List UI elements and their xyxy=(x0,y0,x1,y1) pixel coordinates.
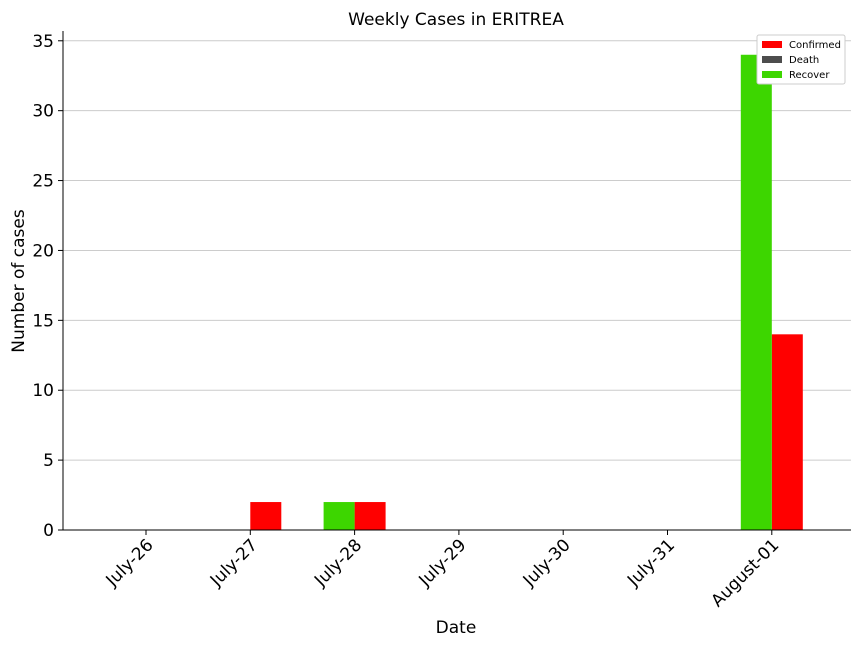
y-tick-label: 0 xyxy=(43,521,54,541)
y-tick-label: 15 xyxy=(32,311,54,331)
bar-recover xyxy=(323,502,355,530)
legend-swatch-recover xyxy=(762,71,782,78)
chart-title: Weekly Cases in ERITREA xyxy=(348,10,564,30)
y-tick-label: 10 xyxy=(32,381,54,401)
gridlines xyxy=(63,40,851,461)
legend-label-confirmed: Confirmed xyxy=(789,40,841,51)
y-tick-label: 25 xyxy=(32,172,54,192)
axes xyxy=(62,31,851,531)
bar-confirmed xyxy=(771,334,803,530)
bar-recover xyxy=(740,54,772,531)
x-tick-label: July-29 xyxy=(415,535,471,591)
y-tick-label: 35 xyxy=(32,32,54,52)
bar-confirmed xyxy=(354,502,386,530)
bar-confirmed xyxy=(250,502,282,530)
legend-label-death: Death xyxy=(789,55,819,66)
x-tick-label: July-28 xyxy=(310,535,366,591)
legend-swatch-death xyxy=(762,56,782,63)
x-tick-label: July-26 xyxy=(102,535,158,591)
bars xyxy=(250,54,803,531)
x-tick-label: July-30 xyxy=(519,535,575,591)
x-ticks: July-26 July-27 July-28 July-29 July-30 July-… xyxy=(102,530,783,611)
legend-label-recover: Recover xyxy=(789,70,830,81)
legend: Confirmed Death Recover xyxy=(756,34,846,85)
x-tick-label: August-01 xyxy=(707,535,783,611)
legend-swatch-confirmed xyxy=(762,41,782,48)
x-tick-label: July-27 xyxy=(206,535,262,591)
x-axis-label: Date xyxy=(436,618,477,638)
y-tick-label: 20 xyxy=(32,241,54,261)
x-tick-label: July-31 xyxy=(623,535,679,591)
y-ticks: 0 5 10 15 20 25 30 35 xyxy=(32,32,63,541)
y-tick-label: 30 xyxy=(32,102,54,122)
y-axis-label: Number of cases xyxy=(9,209,29,353)
y-tick-label: 5 xyxy=(43,451,54,471)
